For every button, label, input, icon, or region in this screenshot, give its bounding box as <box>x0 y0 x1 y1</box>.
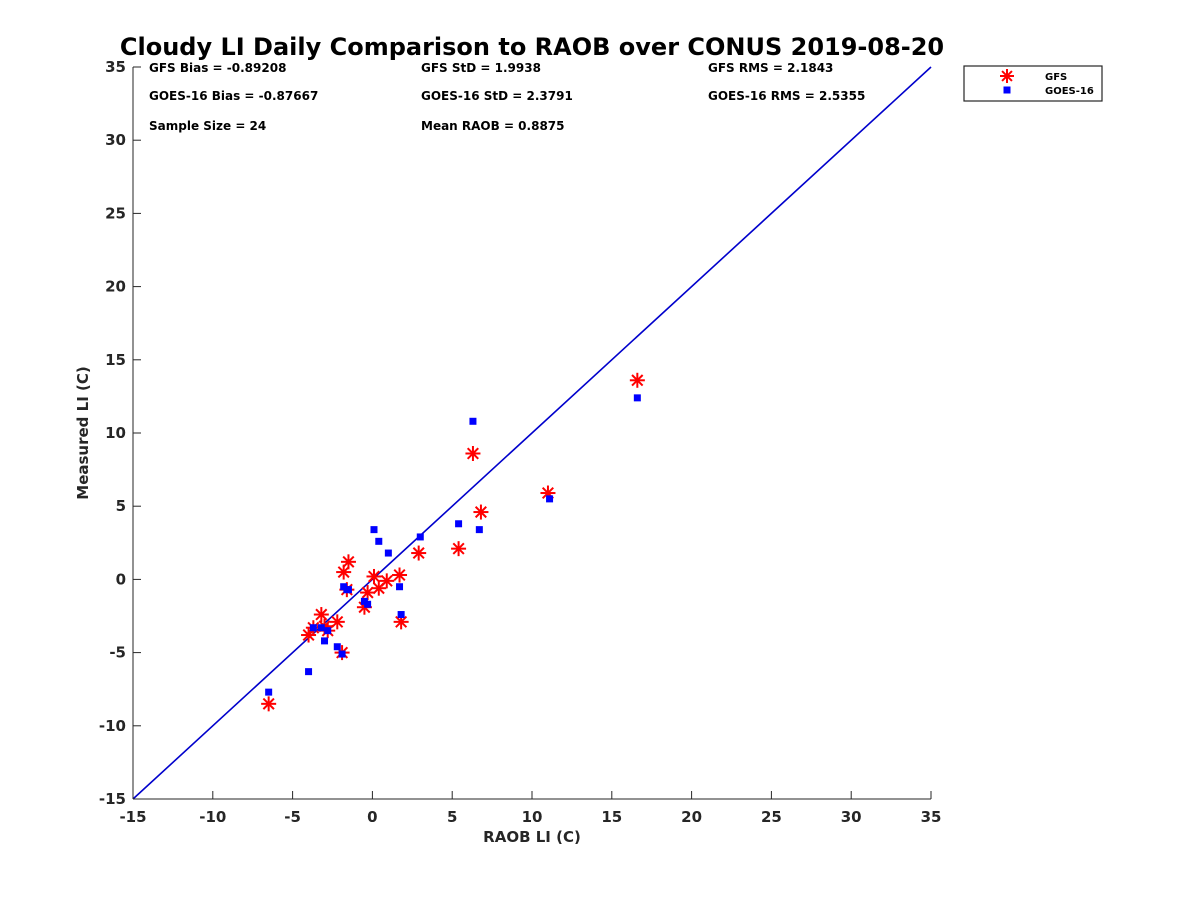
chart-title: Cloudy LI Daily Comparison to RAOB over … <box>120 33 944 61</box>
gfs-point <box>465 445 481 461</box>
x-tick-label: 35 <box>921 808 942 826</box>
gfs-point <box>451 541 467 557</box>
goes16-point <box>396 583 404 591</box>
legend-label: GFS <box>1045 72 1067 83</box>
goes16-point <box>384 549 392 557</box>
gfs-point <box>360 585 376 601</box>
stat-text: GFS RMS = 2.1843 <box>708 61 833 75</box>
x-tick-label: 25 <box>761 808 782 826</box>
gfs-point <box>261 696 277 712</box>
y-tick-label: -10 <box>99 717 126 735</box>
stat-text: GFS StD = 1.9938 <box>421 61 541 75</box>
stat-text: Mean RAOB = 0.8875 <box>421 119 565 133</box>
goes16-point <box>317 624 325 632</box>
x-tick-label: -10 <box>199 808 226 826</box>
gfs-point <box>392 567 408 583</box>
legend-label: GOES-16 <box>1045 86 1094 97</box>
x-tick-label: -5 <box>284 808 301 826</box>
legend: GFS GOES-16 <box>963 65 1103 102</box>
stats-block: GFS Bias = -0.89208 GFS StD = 1.9938 GFS R… <box>149 61 865 133</box>
goes16-point <box>633 394 641 402</box>
y-axis-ticks: -15 -10 -5 0 5 10 15 20 25 30 35 <box>99 58 141 808</box>
y-tick-label: 15 <box>105 351 126 369</box>
goes16-point <box>364 600 372 608</box>
goes16-point <box>344 586 352 594</box>
legend-box <box>963 65 1103 102</box>
x-tick-label: 20 <box>681 808 702 826</box>
y-tick-label: -5 <box>109 644 126 662</box>
goes16-point <box>321 637 329 645</box>
gfs-point <box>411 545 427 561</box>
legend-goes16-marker <box>1003 86 1011 94</box>
stat-text: Sample Size = 24 <box>149 119 266 133</box>
x-tick-label: 0 <box>367 808 377 826</box>
one-to-one-line <box>132 66 932 800</box>
x-axis-label: RAOB LI (C) <box>483 828 581 846</box>
y-tick-label: -15 <box>99 790 126 808</box>
y-tick-label: 10 <box>105 424 126 442</box>
goes16-point <box>370 526 378 534</box>
goes16-point <box>475 526 483 534</box>
y-tick-label: 35 <box>105 58 126 76</box>
stat-text: GOES-16 RMS = 2.5355 <box>708 89 865 103</box>
goes16-point <box>338 650 346 658</box>
goes16-point <box>416 533 424 541</box>
gfs-point <box>379 573 395 589</box>
series-goes-16 <box>265 394 641 696</box>
gfs-point <box>629 372 645 388</box>
y-axis-label: Measured LI (C) <box>74 366 92 499</box>
y-tick-label: 0 <box>116 570 126 588</box>
x-tick-label: 10 <box>522 808 543 826</box>
x-tick-label: 15 <box>601 808 622 826</box>
gfs-point <box>329 614 345 630</box>
x-tick-label: -15 <box>119 808 146 826</box>
gfs-point <box>366 568 382 584</box>
gfs-point <box>340 554 356 570</box>
y-tick-label: 5 <box>116 497 126 515</box>
goes16-point <box>397 611 405 619</box>
y-tick-label: 30 <box>105 131 126 149</box>
goes16-point <box>546 495 554 503</box>
x-axis-ticks: -15 -10 -5 0 5 10 15 20 25 30 35 <box>119 791 941 826</box>
goes16-point <box>469 417 477 425</box>
x-tick-label: 30 <box>841 808 862 826</box>
goes16-point <box>265 688 273 696</box>
gfs-point <box>313 607 329 623</box>
plot-area <box>132 66 932 800</box>
goes16-point <box>305 668 313 676</box>
goes16-point <box>333 643 341 651</box>
gfs-point <box>336 564 352 580</box>
goes16-point <box>309 624 317 632</box>
y-tick-label: 20 <box>105 278 126 296</box>
y-tick-label: 25 <box>105 204 126 222</box>
stat-text: GFS Bias = -0.89208 <box>149 61 286 75</box>
stat-text: GOES-16 Bias = -0.87667 <box>149 89 318 103</box>
stat-text: GOES-16 StD = 2.3791 <box>421 89 573 103</box>
legend-gfs-marker <box>1000 69 1014 83</box>
gfs-point <box>473 504 489 520</box>
series-gfs <box>261 372 645 712</box>
goes16-point <box>324 627 332 635</box>
goes16-point <box>375 537 383 545</box>
x-tick-label: 5 <box>447 808 457 826</box>
goes16-point <box>455 520 463 528</box>
